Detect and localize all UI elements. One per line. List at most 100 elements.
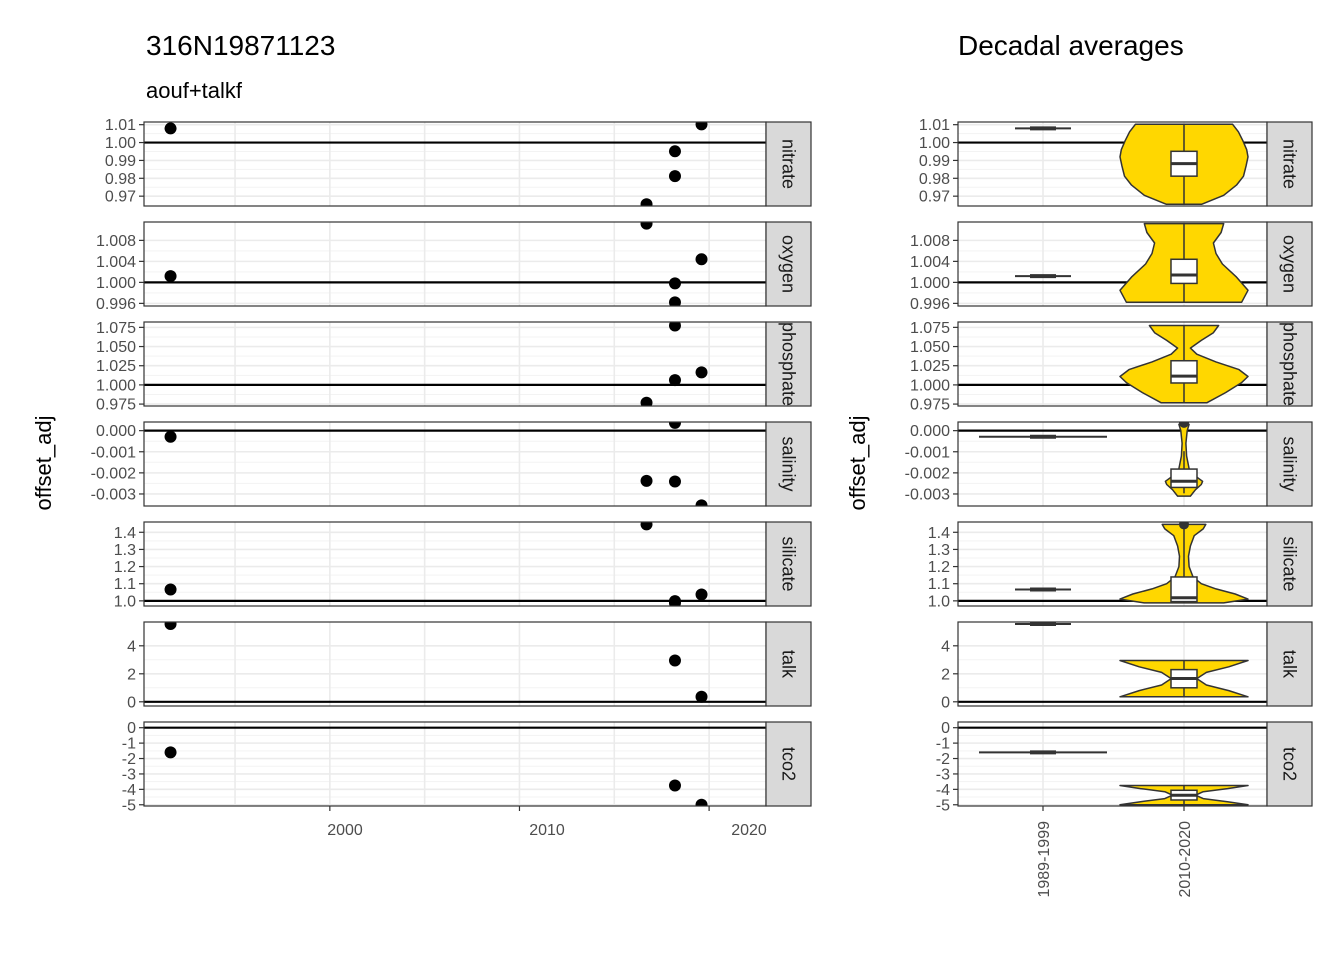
left-y-tick-label: 1.3 [114, 542, 136, 559]
box-body [1170, 468, 1198, 489]
right-facet-label-salinity: salinity [1280, 436, 1300, 491]
left-data-point [695, 499, 708, 506]
left-y-tick-label: 4 [127, 638, 136, 655]
left-y-tick-label: 0.000 [96, 423, 136, 440]
right-y-tick-label: 1.050 [910, 339, 950, 356]
left-facet-label-phosphate: phosphate [779, 322, 799, 406]
right-y-tick-label: 1.004 [910, 254, 950, 271]
right-y-tick-label: -0.002 [905, 465, 950, 482]
right-y-tick-label: 0.97 [919, 189, 950, 206]
left-facet-label-tco2: tco2 [779, 747, 799, 781]
left-facet-label-oxygen: oxygen [779, 235, 799, 293]
right-y-tick-label: -5 [936, 797, 950, 814]
right-facet-strip [1266, 521, 1313, 607]
right-y-tick-label: 1.00 [919, 135, 950, 152]
left-x-tick-label: 2010 [529, 822, 565, 839]
right-y-tick-label: 0.000 [910, 423, 950, 440]
left-data-point [668, 779, 681, 792]
left-y-tick-label: 1.050 [96, 339, 136, 356]
left-data-point [695, 588, 708, 601]
left-facet-talk: 0 2 4 talk [127, 621, 812, 711]
right-y-tick-label: 1.075 [910, 320, 950, 337]
left-y-tick-label: 1.0 [114, 593, 136, 610]
left-data-point [668, 654, 681, 667]
left-facet-strip [765, 721, 812, 807]
left-panel-background [144, 122, 766, 206]
right-y-tick-label: 1.025 [910, 358, 950, 375]
left-panel-background [144, 222, 766, 306]
left-y-tick-label: 1.000 [96, 377, 136, 394]
left-y-tick-label: 1.008 [96, 233, 136, 250]
left-x-tick-label: 2000 [327, 822, 363, 839]
left-y-tick-label: 0 [127, 720, 136, 737]
right-facet-tco2: -5-4-3-2-10 tco2 [936, 720, 1313, 814]
left-data-point [164, 746, 177, 759]
left-data-point [164, 122, 177, 135]
left-facet-label-salinity: salinity [779, 436, 799, 491]
left-data-point [695, 253, 708, 266]
box-body [1170, 359, 1198, 384]
left-data-point [164, 583, 177, 596]
left-y-tick-label: -3 [122, 766, 136, 783]
right-facet-marks [958, 222, 1267, 304]
left-x-tick-label: 2020 [731, 822, 767, 839]
right-y-tick-label: 0 [941, 720, 950, 737]
right-y-tick-label: 1.2 [928, 559, 950, 576]
right-facet-strip [1266, 221, 1313, 307]
left-y-tick-label: -0.001 [91, 444, 136, 461]
right-y-tick-label: -1 [936, 736, 950, 753]
left-y-axis-label: offset_adj [31, 415, 56, 510]
right-facet-marks [958, 123, 1267, 205]
left-chart-subtitle: aouf+talkf [146, 78, 243, 103]
right-facet-strip [1266, 321, 1313, 407]
right-y-tick-label: -0.001 [905, 444, 950, 461]
left-y-tick-label: 0.99 [105, 153, 136, 170]
left-facet-strip [765, 521, 812, 607]
left-y-tick-label: 1.025 [96, 358, 136, 375]
left-y-tick-label: -1 [122, 736, 136, 753]
left-y-tick-label: -4 [122, 782, 136, 799]
right-y-tick-label: 1.000 [910, 275, 950, 292]
left-facet-strip [765, 621, 812, 707]
left-facet-marks [144, 622, 766, 703]
left-data-point [695, 798, 708, 806]
left-data-point [640, 474, 653, 487]
left-y-tick-label: -5 [122, 797, 136, 814]
right-facet-phosphate: 0.975 1.000 1.025 1.050 1.075 phosphate [910, 320, 1313, 414]
right-facet-label-phosphate: phosphate [1280, 322, 1300, 406]
left-y-tick-label: 1.075 [96, 320, 136, 337]
left-y-tick-label: 0.97 [105, 189, 136, 206]
left-data-point [668, 277, 681, 290]
right-facet-nitrate: 0.970.980.991.001.01 nitrate [919, 117, 1313, 207]
left-data-point [668, 296, 681, 306]
left-facet-marks [144, 322, 766, 406]
left-facet-strip [765, 221, 812, 307]
right-facet-salinity: -0.003 -0.002 -0.001 0.000 salinity [905, 421, 1313, 507]
right-facet-label-oxygen: oxygen [1280, 235, 1300, 293]
left-facet-marks [144, 122, 766, 206]
left-y-tick-label: 1.1 [114, 576, 136, 593]
right-y-tick-label: 0 [941, 694, 950, 711]
right-y-tick-label: 1.008 [910, 233, 950, 250]
left-scatter-panels: 0.970.980.991.001.01nitrate0.9961.0001.0… [91, 117, 812, 814]
right-y-tick-label: 1.000 [910, 377, 950, 394]
left-facet-silicate: 1.01.11.21.31.4 silicate [114, 521, 812, 610]
right-facet-talk: 0 2 4 talk [941, 621, 1313, 711]
left-panel-background [144, 322, 766, 406]
right-y-tick-label: 1.0 [928, 593, 950, 610]
left-facet-label-talk: talk [779, 650, 799, 679]
left-chart-title: 316N19871123 [146, 30, 335, 61]
left-y-tick-label: 1.004 [96, 254, 136, 271]
left-data-point [668, 596, 681, 606]
right-y-axis-label: offset_adj [845, 415, 870, 510]
right-y-tick-label: 1.01 [919, 117, 950, 134]
right-facet-marks [958, 522, 1267, 604]
left-data-point [668, 170, 681, 183]
left-facet-tco2: -5-4-3-2-10 tco2 [122, 720, 812, 814]
left-facet-oxygen: 0.996 1.000 1.004 1.008 oxygen [96, 221, 812, 313]
left-panel-background [144, 522, 766, 606]
right-facet-label-tco2: tco2 [1280, 747, 1300, 781]
left-panel-background [144, 422, 766, 506]
right-facet-strip [1266, 421, 1313, 507]
left-panel-background [144, 622, 766, 706]
